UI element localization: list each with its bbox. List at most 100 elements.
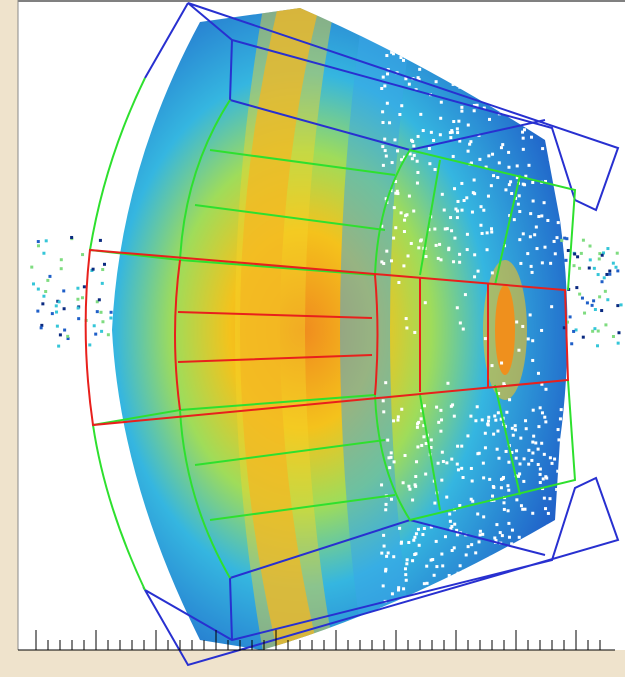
sparse-pixel (456, 209, 460, 213)
sparse-pixel (450, 548, 454, 552)
noise-pixel (608, 272, 612, 276)
noise-pixel (588, 244, 592, 248)
sparse-pixel (531, 440, 535, 444)
sparse-pixel (504, 188, 508, 192)
sparse-pixel (400, 104, 404, 108)
noise-pixel (99, 310, 103, 314)
sparse-pixel (502, 507, 506, 511)
noise-pixel (59, 258, 63, 262)
sparse-pixel (422, 435, 426, 439)
sparse-pixel (552, 239, 556, 243)
noise-pixel (597, 257, 601, 261)
sparse-pixel (422, 424, 426, 428)
sparse-pixel (556, 428, 560, 432)
sparse-pixel (483, 446, 487, 450)
noise-pixel (76, 297, 80, 301)
sparse-pixel (455, 528, 459, 532)
sparse-pixel (396, 192, 400, 196)
sparse-pixel (524, 174, 528, 178)
sparse-pixel (540, 328, 544, 332)
sparse-pixel (536, 463, 540, 467)
sparse-pixel (397, 588, 401, 592)
sparse-pixel (472, 654, 475, 657)
sparse-pixel (432, 657, 435, 660)
sparse-pixel (384, 502, 388, 506)
sparse-pixel (456, 444, 460, 448)
sparse-pixel (460, 181, 464, 185)
sparse-pixel (469, 497, 473, 501)
sparse-pixel (443, 535, 447, 539)
sparse-pixel (534, 441, 538, 445)
sparse-pixel (394, 191, 398, 195)
noise-pixel (70, 235, 74, 239)
sparse-pixel (443, 227, 447, 231)
sparse-pixel (497, 456, 501, 460)
sparse-pixel (515, 320, 519, 324)
sparse-pixel (470, 543, 474, 547)
noise-pixel (608, 269, 612, 273)
sparse-pixel (407, 484, 411, 488)
sparse-pixel (425, 581, 429, 585)
sparse-pixel (382, 410, 386, 414)
noise-pixel (95, 310, 99, 314)
sparse-pixel (416, 134, 420, 138)
intensity-map (112, 8, 568, 660)
sparse-pixel (428, 162, 432, 166)
sparse-pixel (422, 526, 426, 530)
green-bottom-lines (194, 384, 521, 521)
noise-pixel (616, 269, 620, 273)
sparse-pixel (394, 179, 398, 183)
sparse-pixel (438, 242, 442, 246)
noise-pixel (77, 317, 81, 321)
noise-pixel (592, 299, 596, 303)
sparse-pixel (472, 109, 476, 113)
noise-pixel (66, 334, 70, 338)
sparse-pixel (489, 184, 493, 188)
sparse-pixel (544, 387, 548, 391)
sparse-pixel (404, 573, 408, 577)
sparse-pixel (440, 418, 444, 422)
sparse-pixel (460, 444, 464, 448)
sparse-pixel (494, 539, 498, 543)
noise-pixel (54, 304, 58, 308)
sparse-pixel (429, 438, 433, 442)
sparse-pixel (535, 247, 539, 251)
sparse-pixel (419, 239, 423, 243)
sparse-pixel (434, 80, 438, 84)
sparse-pixel (516, 202, 520, 206)
sparse-pixel (451, 403, 455, 407)
noise-pixel (63, 328, 67, 332)
sparse-pixel (392, 460, 396, 464)
sparse-pixel (393, 138, 397, 142)
noise-pixel (604, 323, 608, 327)
noise-pixel (585, 301, 589, 305)
sparse-pixel (468, 142, 472, 146)
sparse-pixel (392, 555, 396, 559)
noise-pixel (590, 303, 594, 307)
sparse-pixel (477, 540, 481, 544)
sparse-pixel (380, 86, 384, 90)
sparse-pixel (448, 512, 452, 516)
sparse-pixel (496, 411, 500, 415)
sparse-pixel (515, 176, 519, 180)
noise-pixel (80, 296, 84, 300)
sparse-pixel (517, 348, 521, 352)
sparse-pixel (460, 109, 464, 113)
sparse-pixel (416, 76, 420, 80)
sparse-pixel (475, 405, 479, 409)
sparse-pixel (471, 191, 475, 195)
sparse-pixel (516, 652, 519, 655)
sparse-pixel (506, 484, 510, 488)
sparse-pixel (543, 415, 547, 419)
sparse-pixel (469, 466, 473, 470)
sparse-pixel (540, 261, 544, 265)
sparse-pixel (401, 58, 405, 62)
sparse-pixel (496, 176, 500, 180)
noise-pixel (570, 342, 574, 346)
sparse-pixel (470, 210, 474, 214)
sparse-pixel (559, 408, 563, 412)
sparse-pixel (451, 154, 455, 158)
noise-pixel (39, 326, 43, 330)
sparse-pixel (382, 262, 386, 266)
sparse-pixel (523, 128, 527, 132)
